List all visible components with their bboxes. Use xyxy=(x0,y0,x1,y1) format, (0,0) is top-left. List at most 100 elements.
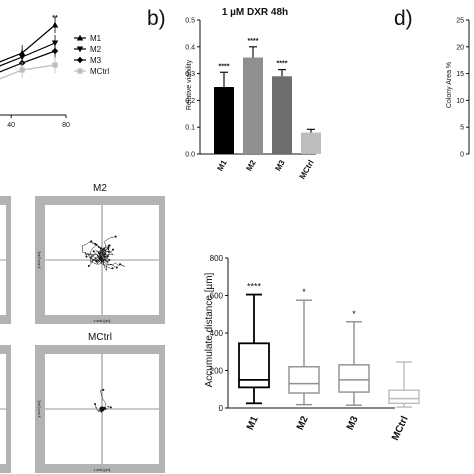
trajectory-end-point xyxy=(90,240,93,243)
y-axis-label: y axis [µm] xyxy=(37,401,41,418)
trajectory-end-point xyxy=(107,250,110,253)
trajectory-plot-M2: x axis [µm] y axis [µm] xyxy=(35,196,165,324)
box-MCtrl xyxy=(388,389,420,405)
y-tick-label-b: 0.1 xyxy=(185,125,195,132)
panel-label-b: b) xyxy=(147,7,166,30)
trajectory-end-point xyxy=(85,255,88,258)
trajectory-path xyxy=(90,241,106,261)
category-label-M1: M1 xyxy=(215,158,229,173)
legend-label-M2: M2 xyxy=(90,45,102,54)
y-tick-label-d: 20 xyxy=(456,44,464,51)
trajectory-path xyxy=(100,389,107,410)
trajectory-end-point xyxy=(114,235,117,238)
trajectory-end-point xyxy=(106,255,109,258)
trajectory-path xyxy=(90,244,102,265)
category-label-M1: M1 xyxy=(245,414,261,432)
y-tick-label-e: 0 xyxy=(219,404,224,413)
significance-M1: **** xyxy=(219,63,230,70)
trajectory-path xyxy=(94,403,101,413)
legend-marker-M2 xyxy=(76,46,84,53)
trajectory-end-point xyxy=(108,259,111,262)
y-tick-label-d: 25 xyxy=(456,18,464,25)
significance-M1: **** xyxy=(247,282,262,292)
y-tick-label-d: 5 xyxy=(460,125,464,132)
y-tick-label-d: 15 xyxy=(456,71,464,78)
trajectory-path xyxy=(98,252,109,266)
y-axis-label-b: Relative viability xyxy=(186,59,193,110)
y-tick-label-e: 400 xyxy=(210,329,224,338)
trajectory-path xyxy=(102,261,125,272)
trajectory-end-point xyxy=(112,248,115,251)
y-tick-label-b: 0.2 xyxy=(185,98,195,105)
trajectory-path xyxy=(96,248,102,260)
point-MCtrl xyxy=(52,62,58,68)
y-tick-label-e: 800 xyxy=(210,254,224,263)
legend-label-M1: M1 xyxy=(90,34,102,43)
trajectory-end-point xyxy=(87,264,90,267)
trajectory-end-point xyxy=(108,244,111,247)
panel-b-bar-chart: 1 µM DXR 48h Relative viability 0.0 0.1 0.… xyxy=(185,7,321,181)
category-label-M3: M3 xyxy=(273,158,287,173)
series-line-M1 xyxy=(0,24,56,63)
y-tick-label-d: 10 xyxy=(456,98,464,105)
y-tick-label-b: 0.0 xyxy=(185,152,195,159)
trajectory-path xyxy=(87,253,100,262)
box-M2 xyxy=(288,366,320,394)
trajectory-end-point xyxy=(119,263,122,266)
trajectory-end-point xyxy=(115,266,118,269)
significance-M3: **** xyxy=(277,61,288,68)
panel-a-line-chart: 40 80 ** M1 M2 M3 MCtrl xyxy=(0,15,109,129)
trajectory-end-point xyxy=(92,250,95,253)
bar-M2 xyxy=(243,57,263,154)
trajectory-path xyxy=(93,251,107,261)
point-M3 xyxy=(51,47,59,55)
plot-title-M2: M2 xyxy=(93,183,107,194)
bar-MCtrl xyxy=(301,132,321,154)
legend-marker-M3 xyxy=(76,56,84,64)
x-tick-label-a: 40 xyxy=(7,122,15,129)
trajectory-end-point xyxy=(102,388,105,391)
category-label-M2: M2 xyxy=(295,414,311,432)
y-tick-label-d: 0 xyxy=(460,152,464,159)
plot-title-MCtrl: MCtrl xyxy=(88,332,112,343)
panel-label-d: d) xyxy=(394,7,413,30)
y-axis-label-d: Colony Area % xyxy=(446,62,453,108)
trajectory-path xyxy=(85,252,104,263)
legend-marker-M1 xyxy=(76,34,84,41)
significance-M2: * xyxy=(302,287,306,297)
category-label-MCtrl: MCtrl xyxy=(298,159,316,181)
bar-M3 xyxy=(272,76,292,154)
y-axis-label: y axis [µm] xyxy=(37,252,41,269)
y-tick-label-b: 0.4 xyxy=(185,44,195,51)
panel-c-trajectory-plots: M2 x axis [µm] y axis [µm] MCtrl x axis [µm]… xyxy=(0,183,165,473)
trajectory-end-point xyxy=(94,402,97,405)
category-label-M3: M3 xyxy=(345,414,361,432)
category-label-M2: M2 xyxy=(244,158,258,173)
point-MCtrl xyxy=(19,67,25,73)
y-tick-label-b: 0.5 xyxy=(185,18,195,25)
significance-a: ** xyxy=(52,15,58,22)
panel-d-bar-chart: Colony Area % 0 5 10 15 20 25 xyxy=(446,18,470,159)
significance-M2: **** xyxy=(248,38,259,45)
x-axis-label: x axis [µm] xyxy=(94,468,111,472)
point-M1 xyxy=(51,21,59,28)
box-M3 xyxy=(338,364,370,393)
legend-label-MCtrl: MCtrl xyxy=(90,67,109,76)
x-tick-label-a: 80 xyxy=(62,122,70,129)
legend-marker-MCtrl xyxy=(77,68,83,74)
trajectory-end-point xyxy=(111,267,114,270)
y-axis-label-e: Accumulate distance [µm] xyxy=(204,272,215,387)
trajectory-end-point xyxy=(95,260,98,263)
trajectory-path xyxy=(99,249,114,263)
panel-e-box-plot: Accumulate distance [µm] 0200400600800**… xyxy=(204,254,420,442)
chart-title-b: 1 µM DXR 48h xyxy=(222,7,288,18)
trajectory-cluster xyxy=(99,406,105,412)
y-tick-label-e: 600 xyxy=(210,292,224,301)
y-tick-label-e: 200 xyxy=(210,367,224,376)
x-axis-label: x axis [µm] xyxy=(94,319,111,323)
series-line-MCtrl xyxy=(0,64,56,80)
category-label-MCtrl: MCtrl xyxy=(390,414,411,442)
significance-M3: * xyxy=(352,309,356,319)
bar-M1 xyxy=(214,87,234,154)
